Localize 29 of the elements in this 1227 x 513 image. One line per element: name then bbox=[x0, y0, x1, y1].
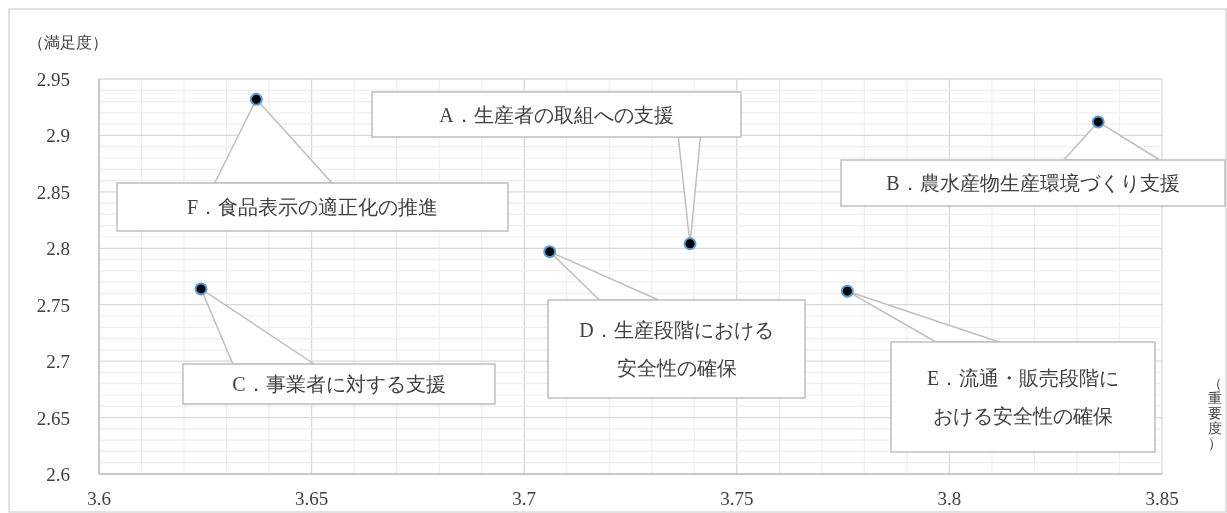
y-tick-label: 2.95 bbox=[36, 69, 70, 90]
y-tick-label: 2.7 bbox=[46, 351, 70, 373]
x-tick-label: 3.75 bbox=[720, 488, 754, 509]
annotation: F．食品表示の適正化の推進 bbox=[186, 196, 439, 218]
annotation: C．事業者に対する支援 bbox=[232, 373, 446, 395]
point bbox=[1091, 115, 1105, 129]
annotation: D．生産段階における安全性の確保 bbox=[579, 319, 774, 379]
y-tick-label: 2.65 bbox=[36, 407, 70, 429]
y-tick-label: 2.75 bbox=[36, 294, 70, 316]
point bbox=[249, 92, 263, 106]
x-tick-label: 3.8 bbox=[937, 488, 962, 509]
point bbox=[194, 282, 208, 296]
annotation: B．農水産物生産環境づくり支援 bbox=[886, 172, 1180, 194]
y-tick-label: 2.9 bbox=[46, 125, 70, 147]
annotation: A．生産者の取組への支援 bbox=[439, 103, 674, 126]
x-tick-label: 3.65 bbox=[294, 488, 329, 509]
y-tick-label: 2.8 bbox=[46, 238, 70, 260]
annotation: E．流通・販売段階における安全性の確保 bbox=[926, 367, 1120, 427]
x-tick-label: 3.6 bbox=[87, 488, 111, 509]
x-tick-label: 3.85 bbox=[1145, 488, 1179, 509]
y-axis-title: （満足度） bbox=[28, 34, 108, 51]
x-tick-label: 3.7 bbox=[512, 488, 537, 509]
point bbox=[840, 284, 854, 298]
callout: C．事業者に対する支援 bbox=[182, 288, 496, 405]
point bbox=[543, 245, 557, 259]
x-axis-title: （重要度） bbox=[1208, 376, 1222, 451]
y-tick-label: 2.6 bbox=[46, 464, 70, 485]
y-tick-label: 2.85 bbox=[36, 181, 70, 203]
point bbox=[683, 237, 697, 251]
